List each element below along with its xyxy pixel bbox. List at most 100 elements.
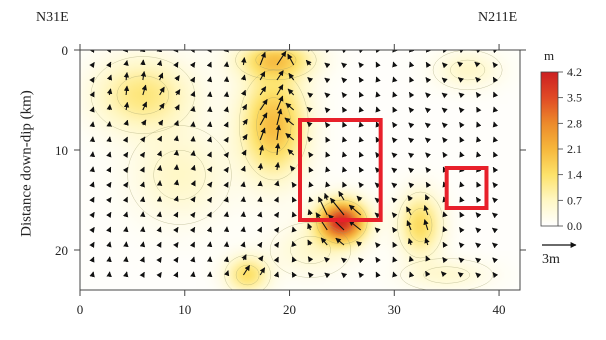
heat-cell <box>252 179 259 186</box>
heat-cell <box>388 174 395 181</box>
heat-cell <box>231 69 238 76</box>
heat-cell <box>514 209 520 216</box>
heat-cell <box>388 89 395 96</box>
heat-cell <box>315 279 322 286</box>
heat-cell <box>488 234 495 241</box>
heat-cell <box>414 124 421 131</box>
heat-cell <box>320 149 327 156</box>
heat-cell <box>404 179 411 186</box>
heat-cell <box>503 59 510 66</box>
heat-cell <box>462 184 468 191</box>
heat-cell <box>488 164 495 171</box>
heat-cell <box>357 79 364 86</box>
heat-cell <box>462 134 468 141</box>
heat-cell <box>462 64 468 71</box>
heat-cell <box>456 269 463 276</box>
heat-cell <box>126 234 133 241</box>
slip-vector <box>324 272 331 279</box>
heat-cell <box>242 159 248 166</box>
slip-vector <box>440 271 447 278</box>
heat-cell <box>388 254 395 261</box>
heat-cell <box>210 234 217 241</box>
heat-cell <box>121 264 128 271</box>
heat-cell <box>409 264 416 271</box>
heat-cell <box>273 249 280 256</box>
heat-cell <box>278 139 285 146</box>
heat-cell <box>446 229 453 236</box>
heat-cell <box>242 169 248 176</box>
heat-cell <box>388 109 395 116</box>
heat-cell <box>184 244 191 251</box>
heat-cell <box>221 89 227 96</box>
heat-cell <box>352 254 358 261</box>
heat-cell <box>158 284 165 290</box>
heat-cell <box>147 74 154 81</box>
heat-cell <box>462 219 468 226</box>
heat-cell <box>252 164 259 171</box>
heat-cell <box>331 259 337 266</box>
heat-cell <box>425 50 432 56</box>
heat-cell <box>263 129 269 136</box>
heat-cell <box>430 189 437 196</box>
heat-cell <box>84 129 91 136</box>
heat-cell <box>116 179 123 186</box>
heat-cell <box>189 269 196 276</box>
heat-cell <box>503 129 510 136</box>
heat-cell <box>331 69 337 76</box>
heat-cell <box>498 164 505 171</box>
heat-cell <box>111 284 117 290</box>
heat-cell <box>252 239 259 246</box>
heat-cell <box>331 194 337 201</box>
heat-cell <box>132 279 138 286</box>
heat-cell <box>399 64 406 71</box>
heat-cell <box>451 244 458 251</box>
heat-cell <box>215 274 222 281</box>
heat-cell <box>105 54 112 61</box>
slip-vector <box>123 226 129 233</box>
heat-cell <box>184 104 191 111</box>
heat-cell <box>362 89 369 96</box>
heat-cell <box>493 279 500 286</box>
heat-cell <box>263 164 269 171</box>
heat-cell <box>116 119 123 126</box>
heat-cell <box>147 239 154 246</box>
heat-cell <box>315 69 322 76</box>
heat-cell <box>357 284 364 290</box>
heat-cell <box>435 109 442 116</box>
heat-cell <box>294 89 301 96</box>
heat-cell <box>247 199 254 206</box>
heat-cell <box>336 269 343 276</box>
heat-cell <box>147 209 154 216</box>
heat-cell <box>137 104 144 111</box>
heat-cell <box>493 124 500 131</box>
heat-cell <box>362 79 369 86</box>
heat-cell <box>388 219 395 226</box>
heat-cell <box>462 154 468 161</box>
heat-cell <box>95 129 102 136</box>
heat-cell <box>294 184 301 191</box>
heat-cell <box>446 139 453 146</box>
heat-cell <box>221 164 227 171</box>
heat-cell <box>236 159 243 166</box>
slip-vector <box>325 151 331 158</box>
heat-cell <box>310 239 317 246</box>
heat-cell <box>362 264 369 271</box>
slip-vector <box>348 204 362 216</box>
heat-cell <box>399 139 406 146</box>
heat-cell <box>420 189 427 196</box>
heat-cell <box>283 129 290 136</box>
heat-cell <box>331 169 337 176</box>
heat-cell <box>142 154 149 161</box>
heat-cell <box>221 59 227 66</box>
heat-cell <box>304 144 311 151</box>
slip-vector <box>408 122 415 129</box>
slip-vector <box>173 271 179 278</box>
heat-cell <box>488 124 495 131</box>
heat-cell <box>231 269 238 276</box>
heat-cell <box>477 124 484 131</box>
heat-cell <box>331 104 337 111</box>
heat-cell <box>111 179 117 186</box>
heat-cell <box>163 114 170 121</box>
heat-cell <box>399 99 406 106</box>
heat-cell <box>168 259 175 266</box>
